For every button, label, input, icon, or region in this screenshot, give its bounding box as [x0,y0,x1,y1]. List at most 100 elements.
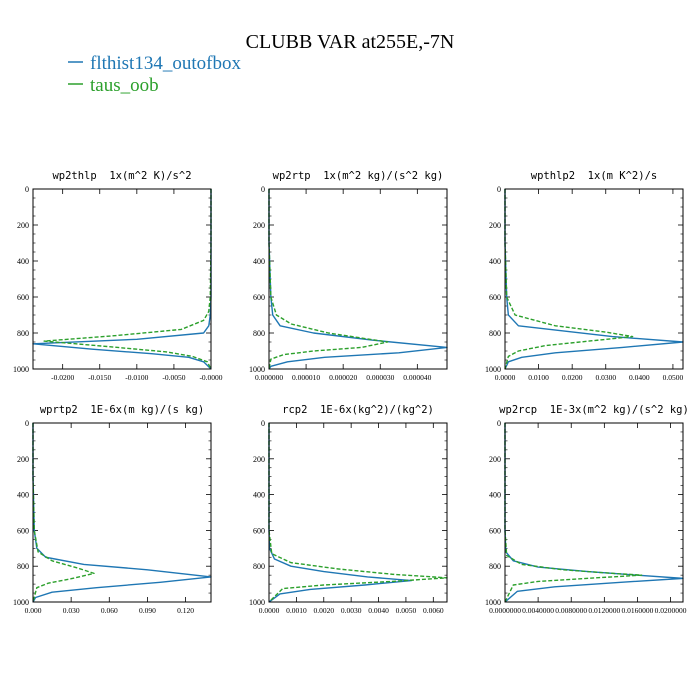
y-tick-label: 800 [489,562,501,571]
x-tick-label: 0.0100 [528,373,549,382]
x-tick-label: 0.0200000 [655,606,687,615]
x-tick-label: -0.0150 [88,373,111,382]
y-tick-label: 0 [497,185,501,194]
axes-frame [268,188,448,370]
x-tick-label: 0.0080000 [555,606,587,615]
y-tick-label: 200 [489,455,501,464]
x-tick-label: 0.0500 [663,373,684,382]
x-tick-label: 0.0020 [313,606,334,615]
y-tick-label: 800 [17,562,29,571]
x-tick-label: 0.000000 [255,373,283,382]
y-tick-label: 400 [489,257,501,266]
y-tick-label: 1000 [13,598,29,607]
axes-frame [32,422,212,603]
y-tick-label: 200 [253,221,265,230]
panel-3: wpthlp2 1x(m K^2)/s 0 200 400 600 800 10000.00… [485,170,684,382]
y-tick-label: 800 [253,329,265,338]
y-tick-label: 0 [25,419,29,428]
y-tick-label: 400 [17,257,29,266]
x-tick-label: 0.0040000 [522,606,554,615]
y-tick-label: 400 [253,257,265,266]
y-tick-label: 1000 [485,598,501,607]
panel-5: rcp2 1E-6x(kg^2)/(kg^2) 0 200 400 600 800 1000… [249,404,448,615]
y-tick-label: 200 [253,455,265,464]
y-tick-label: 400 [253,491,265,500]
y-tick-label: 400 [489,491,501,500]
y-tick-label: 600 [253,526,265,535]
series-line-flthist134 [268,423,413,603]
x-tick-label: -0.0200 [51,373,74,382]
x-tick-label: 0.0160000 [622,606,654,615]
y-tick-label: 0 [261,185,265,194]
y-tick-label: 600 [489,526,501,535]
y-tick-label: 400 [17,491,29,500]
x-tick-label: 0.000020 [329,373,357,382]
x-tick-label: 0.030 [63,606,80,615]
x-tick-label: 0.0000000 [489,606,521,615]
x-tick-label: -0.0050 [162,373,185,382]
x-tick-label: 0.0040 [368,606,389,615]
series-line-taus-oob [32,423,95,603]
y-tick-label: 600 [253,293,265,302]
series-line-taus-oob [43,189,212,370]
series-line-flthist134 [268,189,448,370]
x-tick-label: -0.0100 [125,373,148,382]
panel-title: wp2thlp 1x(m^2 K)/s^2 [52,170,191,182]
x-tick-label: 0.000 [25,606,42,615]
panel-title: wp2rtp 1x(m^2 kg)/(s^2 kg) [273,170,444,182]
x-tick-label: 0.0000 [259,606,280,615]
axes-frame [32,188,212,370]
y-tick-label: 800 [253,562,265,571]
axes-frame [504,422,684,603]
x-tick-label: 0.0000 [495,373,516,382]
y-tick-label: 600 [17,526,29,535]
panel-1: wp2thlp 1x(m^2 K)/s^2 0 200 400 600 800 1000 -0… [13,170,223,382]
x-tick-label: 0.0120000 [588,606,620,615]
x-tick-label: 0.0400 [629,373,650,382]
figure-title: CLUBB VAR at255E,-7N [246,31,455,53]
x-tick-label: 0.0050 [396,606,417,615]
legend-label-flthist134: flthist134_outofbox [90,53,241,74]
y-tick-label: 1000 [485,365,501,374]
panel-title: wp2rcp 1E-3x(m^2 kg)/(s^2 kg) [499,404,689,416]
panels: wp2thlp 1x(m^2 K)/s^2 0 200 400 600 800 1000 -0… [13,170,689,615]
x-tick-label: 0.0060 [423,606,444,615]
y-tick-label: 1000 [249,598,265,607]
series-line-flthist134 [32,189,212,370]
x-tick-label: 0.000030 [366,373,394,382]
x-tick-label: 0.0200 [562,373,583,382]
series-line-flthist134 [32,423,212,603]
y-tick-label: 0 [261,419,265,428]
x-tick-label: 0.000010 [292,373,320,382]
y-tick-label: 600 [489,293,501,302]
x-tick-label: 0.0030 [341,606,362,615]
series-line-taus-oob [268,189,389,370]
x-tick-label: 0.120 [177,606,194,615]
series-line-taus-oob [504,423,643,603]
y-tick-label: 200 [17,221,29,230]
series-line-flthist134 [504,423,684,603]
x-tick-label: 0.000040 [403,373,431,382]
panel-2: wp2rtp 1x(m^2 kg)/(s^2 kg) 0 200 400 600 800 1… [249,170,448,382]
y-tick-label: 800 [17,329,29,338]
legend: flthist134_outofbox taus_oob [68,53,241,96]
series-line-flthist134 [504,189,684,370]
panel-title: wpthlp2 1x(m K^2)/s [531,170,657,182]
y-tick-label: 1000 [249,365,265,374]
panel-4: wprtp2 1E-6x(m kg)/(s kg) 0 200 400 600 800 10… [13,404,212,615]
series-line-taus-oob [268,423,448,603]
y-tick-label: 200 [489,221,501,230]
panel-6: wp2rcp 1E-3x(m^2 kg)/(s^2 kg) 0 200 400 600 8… [485,404,689,615]
y-tick-label: 0 [497,419,501,428]
y-tick-label: 200 [17,455,29,464]
y-tick-label: 800 [489,329,501,338]
y-tick-label: 1000 [13,365,29,374]
panel-title: rcp2 1E-6x(kg^2)/(kg^2) [282,404,434,416]
panel-title: wprtp2 1E-6x(m kg)/(s kg) [40,404,204,416]
axes-frame [268,422,448,603]
y-tick-label: 0 [25,185,29,194]
series-line-taus-oob [504,189,634,370]
x-tick-label: 0.060 [101,606,118,615]
legend-label-taus-oob: taus_oob [90,75,159,96]
